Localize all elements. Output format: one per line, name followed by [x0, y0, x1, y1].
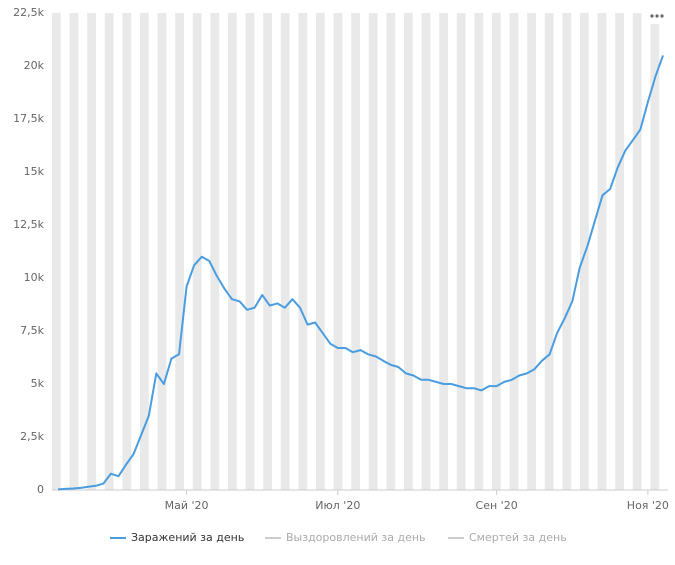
legend-label[interactable]: Смертей за день: [469, 531, 567, 544]
data-line: [57, 55, 664, 491]
plot-background: [52, 13, 668, 490]
x-tick-label: Июл '20: [315, 499, 360, 512]
y-tick-label: 0: [37, 483, 44, 496]
x-tick-label: Май '20: [165, 499, 209, 512]
y-tick-label: 10k: [24, 271, 45, 284]
y-tick-label: 5k: [31, 377, 45, 390]
x-tick-label: Ноя '20: [627, 499, 669, 512]
y-tick-label: 7,5k: [20, 324, 44, 337]
y-tick-label: 2,5k: [20, 430, 44, 443]
legend-label[interactable]: Заражений за день: [131, 531, 244, 544]
y-tick-label: 12,5k: [13, 218, 44, 231]
y-tick-label: 20k: [24, 59, 45, 72]
menu-button[interactable]: [646, 8, 668, 24]
y-tick-label: 22,5k: [13, 6, 44, 19]
legend-label[interactable]: Выздоровлений за день: [286, 531, 426, 544]
y-tick-label: 15k: [24, 165, 45, 178]
x-tick-label: Сен '20: [476, 499, 518, 512]
y-tick-label: 17,5k: [13, 112, 44, 125]
